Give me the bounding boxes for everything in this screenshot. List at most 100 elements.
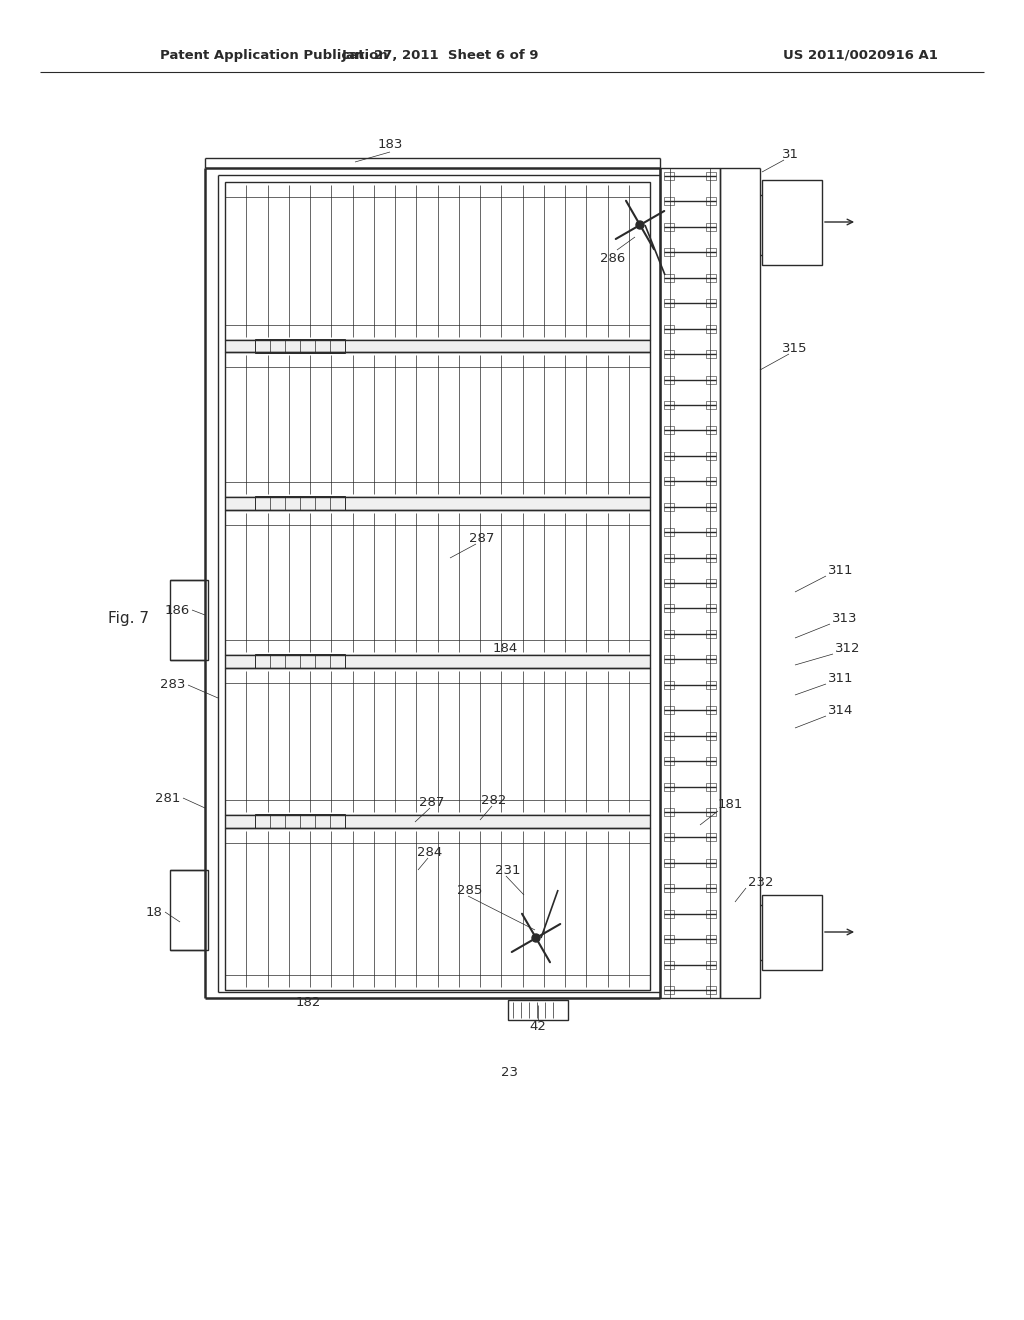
Text: 284: 284: [418, 846, 442, 858]
Bar: [706, 961, 716, 969]
Bar: [706, 426, 716, 434]
Bar: [664, 375, 674, 384]
Bar: [706, 273, 716, 281]
Bar: [706, 884, 716, 892]
Text: 181: 181: [718, 799, 743, 812]
Bar: [225, 655, 650, 668]
Bar: [255, 653, 345, 668]
Bar: [706, 758, 716, 766]
Bar: [706, 986, 716, 994]
Bar: [664, 528, 674, 536]
Bar: [664, 706, 674, 714]
Text: 311: 311: [828, 564, 853, 577]
Bar: [664, 503, 674, 511]
Bar: [664, 579, 674, 587]
Text: 183: 183: [377, 139, 402, 152]
Bar: [706, 198, 716, 206]
Bar: [255, 814, 345, 828]
Bar: [706, 706, 716, 714]
Text: 232: 232: [748, 875, 773, 888]
Bar: [508, 1001, 568, 1020]
Bar: [170, 870, 208, 950]
Bar: [225, 341, 650, 352]
Bar: [706, 681, 716, 689]
Text: 282: 282: [481, 793, 507, 807]
Bar: [706, 325, 716, 333]
Bar: [664, 451, 674, 459]
Bar: [664, 553, 674, 561]
Bar: [706, 655, 716, 664]
Bar: [706, 553, 716, 561]
Bar: [706, 248, 716, 256]
Bar: [170, 579, 208, 660]
Text: 287: 287: [419, 796, 444, 808]
Bar: [706, 350, 716, 358]
Bar: [762, 180, 822, 265]
Bar: [225, 510, 650, 655]
Bar: [255, 339, 345, 352]
Text: 18: 18: [145, 906, 162, 919]
Bar: [664, 605, 674, 612]
Bar: [706, 731, 716, 739]
Bar: [664, 859, 674, 867]
Text: 23: 23: [502, 1067, 518, 1080]
Bar: [706, 375, 716, 384]
Bar: [706, 451, 716, 459]
Bar: [225, 498, 650, 510]
Bar: [664, 478, 674, 486]
Bar: [225, 182, 650, 341]
Bar: [664, 273, 674, 281]
Bar: [664, 909, 674, 917]
Bar: [664, 426, 674, 434]
Bar: [664, 172, 674, 180]
Bar: [664, 655, 674, 664]
Text: 31: 31: [781, 149, 799, 161]
Text: Fig. 7: Fig. 7: [108, 610, 150, 626]
Bar: [706, 401, 716, 409]
Bar: [664, 300, 674, 308]
Circle shape: [532, 935, 540, 942]
Text: 311: 311: [828, 672, 853, 685]
Text: 313: 313: [831, 611, 857, 624]
Bar: [255, 496, 345, 510]
Text: 312: 312: [835, 642, 860, 655]
Text: 281: 281: [155, 792, 180, 804]
Bar: [664, 198, 674, 206]
Bar: [664, 808, 674, 816]
Bar: [664, 783, 674, 791]
Bar: [664, 630, 674, 638]
Bar: [225, 668, 650, 814]
Bar: [706, 300, 716, 308]
Bar: [664, 986, 674, 994]
Bar: [706, 478, 716, 486]
Bar: [664, 248, 674, 256]
Bar: [664, 884, 674, 892]
Bar: [762, 895, 822, 970]
Bar: [225, 352, 650, 498]
Bar: [706, 579, 716, 587]
Bar: [664, 935, 674, 942]
Text: 186: 186: [165, 603, 190, 616]
Text: 287: 287: [469, 532, 495, 544]
Bar: [664, 401, 674, 409]
Bar: [664, 731, 674, 739]
Bar: [225, 828, 650, 990]
Text: 231: 231: [496, 863, 521, 876]
Bar: [706, 630, 716, 638]
Text: 42: 42: [529, 1020, 547, 1034]
Text: Patent Application Publication: Patent Application Publication: [160, 49, 388, 62]
Bar: [664, 223, 674, 231]
Text: Jan. 27, 2011  Sheet 6 of 9: Jan. 27, 2011 Sheet 6 of 9: [341, 49, 539, 62]
Text: 314: 314: [828, 704, 853, 717]
Bar: [706, 833, 716, 841]
Bar: [225, 814, 650, 828]
Bar: [664, 961, 674, 969]
Bar: [706, 783, 716, 791]
Text: 283: 283: [160, 678, 185, 692]
Bar: [706, 528, 716, 536]
Bar: [706, 935, 716, 942]
Bar: [660, 168, 720, 998]
Bar: [664, 681, 674, 689]
Text: 184: 184: [493, 642, 517, 655]
Bar: [664, 758, 674, 766]
